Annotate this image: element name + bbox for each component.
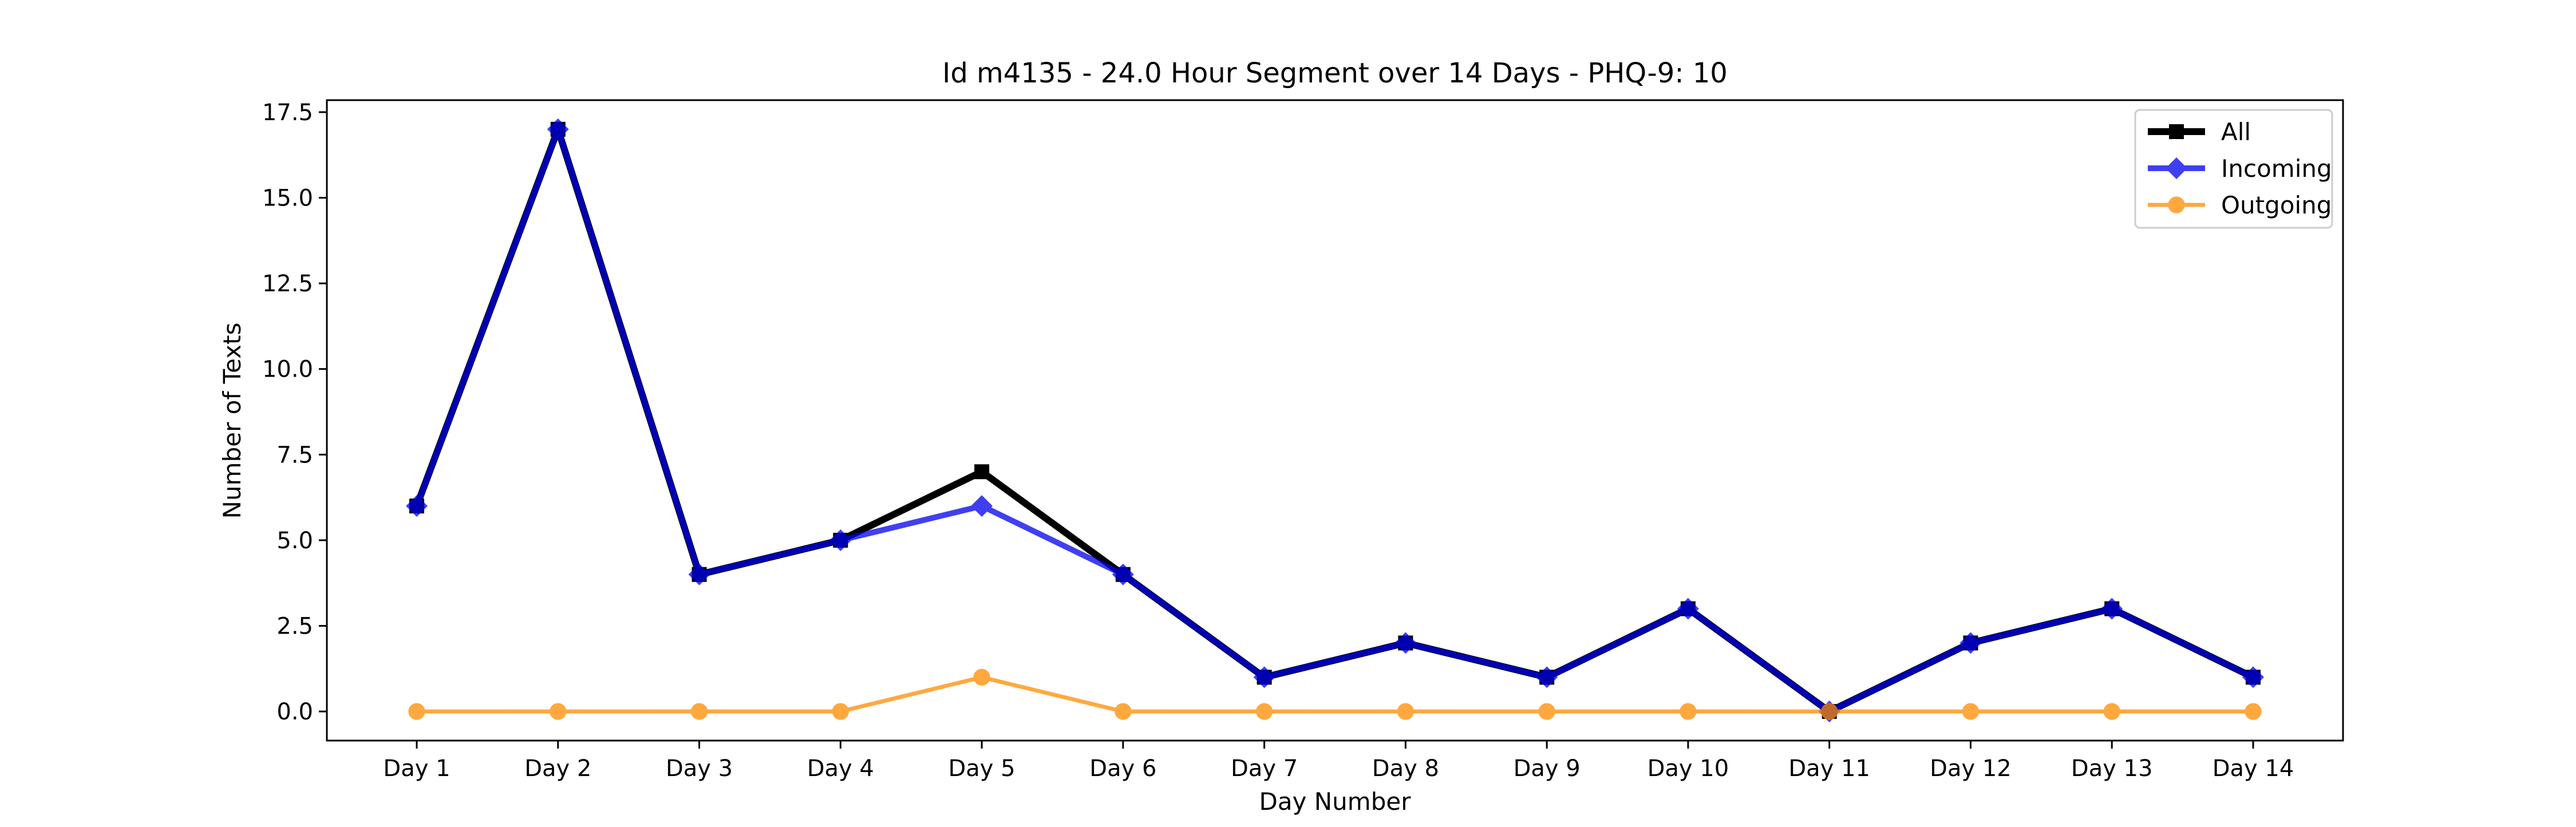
x-tick-label: Day 5 [948, 755, 1015, 782]
legend-item-all [2148, 124, 2205, 139]
data-point-incoming [1394, 632, 1417, 654]
data-point-outgoing [1397, 703, 1415, 720]
data-point-incoming [1677, 598, 1699, 620]
plot-frame [326, 99, 2344, 742]
legend: All Incoming Outgoing [2134, 109, 2333, 229]
y-tick-label: 2.5 [276, 614, 313, 640]
data-point-all [974, 464, 990, 480]
series-line-incoming [414, 126, 2255, 715]
x-tick-label: Day 11 [1788, 755, 1870, 782]
data-point-outgoing [2245, 703, 2262, 720]
data-point-incoming [1959, 632, 1982, 654]
data-point-outgoing [832, 703, 849, 720]
legend-item-outgoing [2148, 196, 2205, 213]
series-line-outgoing [417, 675, 2253, 714]
data-point-incoming [971, 495, 993, 517]
x-tick-label: Day 10 [1647, 755, 1729, 782]
x-tick-label: Day 12 [1930, 755, 2012, 782]
data-point-incoming [1536, 666, 1558, 688]
legend-frame [2134, 109, 2333, 229]
legend-item-incoming [2148, 157, 2205, 179]
data-point-incoming [1253, 666, 1275, 688]
legend-marker-outgoing [2168, 196, 2185, 213]
data-point-outgoing [1115, 703, 1132, 720]
legend-label-all: All [2221, 118, 2251, 146]
data-point-outgoing [1680, 703, 1697, 720]
y-tick-label: 15.0 [262, 185, 313, 212]
x-tick-label: Day 14 [2212, 755, 2294, 782]
y-axis: 0.0 2.5 5.0 7.5 10.0 12.5 15.0 17.5 [262, 100, 327, 725]
series-incoming [406, 118, 2264, 723]
series-outgoing [408, 668, 2262, 720]
data-point-incoming [829, 529, 852, 551]
data-point-outgoing [690, 703, 708, 720]
data-point-outgoing [1962, 703, 1980, 720]
data-point-outgoing [408, 703, 425, 720]
data-point-incoming [688, 563, 710, 585]
chart-title: Id m4135 - 24.0 Hour Segment over 14 Day… [942, 57, 1728, 89]
data-point-incoming [406, 495, 428, 517]
plot-area [406, 118, 2264, 723]
x-tick-label: Day 6 [1089, 755, 1156, 782]
y-tick-label: 0.0 [276, 699, 313, 725]
data-point-outgoing [973, 668, 990, 686]
legend-label-incoming: Incoming [2221, 155, 2332, 183]
x-tick-label: Day 13 [2071, 755, 2153, 782]
data-point-outgoing [1821, 703, 1838, 720]
x-axis-label: Day Number [1259, 788, 1411, 816]
data-point-incoming [1112, 563, 1134, 585]
data-point-incoming [2242, 666, 2264, 688]
data-point-outgoing [1255, 703, 1273, 720]
x-axis: Day 1 Day 2 Day 3 Day 4 Day 5 Day 6 Day 7 Day 8… [383, 741, 2294, 782]
y-tick-label: 17.5 [262, 100, 313, 126]
y-tick-label: 12.5 [262, 271, 313, 297]
x-tick-label: Day 3 [666, 755, 733, 782]
data-point-outgoing [2103, 703, 2120, 720]
y-tick-label: 5.0 [276, 528, 313, 554]
x-tick-label: Day 7 [1231, 755, 1298, 782]
data-point-outgoing [1538, 703, 1555, 720]
y-axis-label: Number of Texts [218, 323, 246, 519]
data-point-incoming [547, 118, 569, 140]
data-point-incoming [2101, 598, 2123, 620]
legend-marker-all [2169, 124, 2184, 139]
x-tick-label: Day 2 [524, 755, 591, 782]
legend-label-outgoing: Outgoing [2221, 191, 2332, 219]
x-tick-label: Day 4 [807, 755, 874, 782]
data-point-outgoing [550, 703, 567, 720]
x-tick-label: Day 8 [1372, 755, 1439, 782]
x-tick-label: Day 1 [383, 755, 450, 782]
y-tick-label: 10.0 [262, 357, 313, 383]
x-tick-label: Day 9 [1514, 755, 1581, 782]
y-tick-label: 7.5 [276, 442, 313, 468]
legend-marker-incoming [2166, 157, 2187, 179]
